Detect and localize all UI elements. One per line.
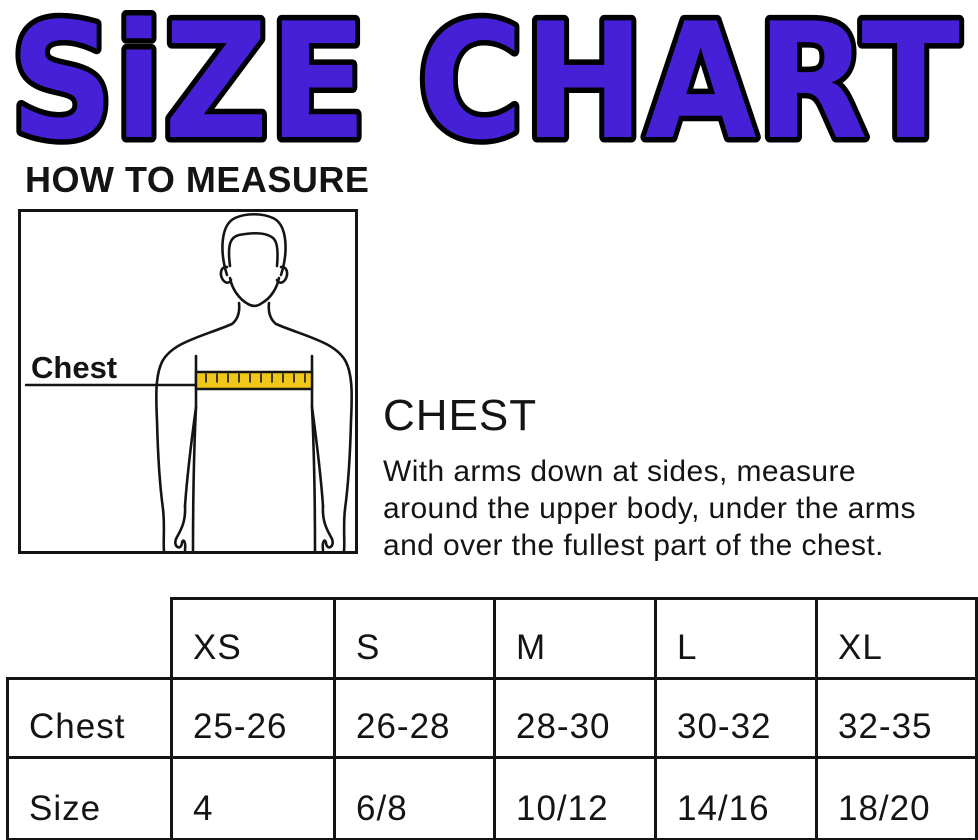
- size-column-header-xs: XS: [170, 597, 336, 680]
- measurement-row-label: Chest: [6, 677, 173, 759]
- chest-section-heading: CHEST: [383, 391, 538, 440]
- size-value-cell: 25-26: [170, 677, 336, 759]
- measurement-row-label: Size: [6, 756, 173, 840]
- size-column-header-l: L: [654, 597, 818, 680]
- size-value-cell: 32-35: [815, 677, 978, 759]
- size-value-cell: 4: [170, 756, 336, 840]
- size-chart-title: SiZE CHART: [0, 0, 978, 181]
- size-table-header-row: XS S M L XL: [8, 597, 978, 680]
- chest-row: Chest 25-26 26-28 28-30 30-32 32-35: [6, 677, 978, 759]
- size-row: Size 4 6/8 10/12 14/16 18/20: [6, 756, 978, 840]
- tape-tick-marks: [205, 373, 306, 383]
- size-column-header-m: M: [493, 597, 657, 680]
- measuring-tape-icon: [194, 370, 314, 391]
- title-text: SiZE CHART: [10, 2, 960, 160]
- size-column-header-s: S: [333, 597, 496, 680]
- chest-instructions-section: CHEST With arms down at sides, measure a…: [383, 392, 973, 564]
- chest-instructions-line-3: and over the fullest part of the chest.: [383, 529, 884, 562]
- title-svg: SiZE CHART: [5, 0, 966, 181]
- torso-diagram: [24, 212, 354, 551]
- measurement-figure-box: Chest: [18, 209, 358, 554]
- figure-chest-label: Chest: [31, 350, 118, 385]
- how-to-measure-heading: HOW TO MEASURE: [25, 159, 370, 200]
- size-value-cell: 14/16: [654, 756, 818, 840]
- size-value-cell: 6/8: [333, 756, 496, 840]
- chest-instructions-line-2: around the upper body, under the arms: [383, 492, 916, 525]
- size-value-cell: 28-30: [493, 677, 657, 759]
- size-value-cell: 26-28: [333, 677, 496, 759]
- size-column-header-xl: XL: [815, 597, 978, 680]
- size-value-cell: 30-32: [654, 677, 818, 759]
- table-corner-cell: [8, 599, 172, 679]
- size-value-cell: 10/12: [493, 756, 657, 840]
- torso-outline: [154, 212, 354, 551]
- chest-instructions-line-1: With arms down at sides, measure: [383, 455, 856, 488]
- size-table: XS S M L XL Chest 25-26 26-28 28-30 30-3…: [6, 597, 978, 840]
- size-value-cell: 18/20: [815, 756, 978, 840]
